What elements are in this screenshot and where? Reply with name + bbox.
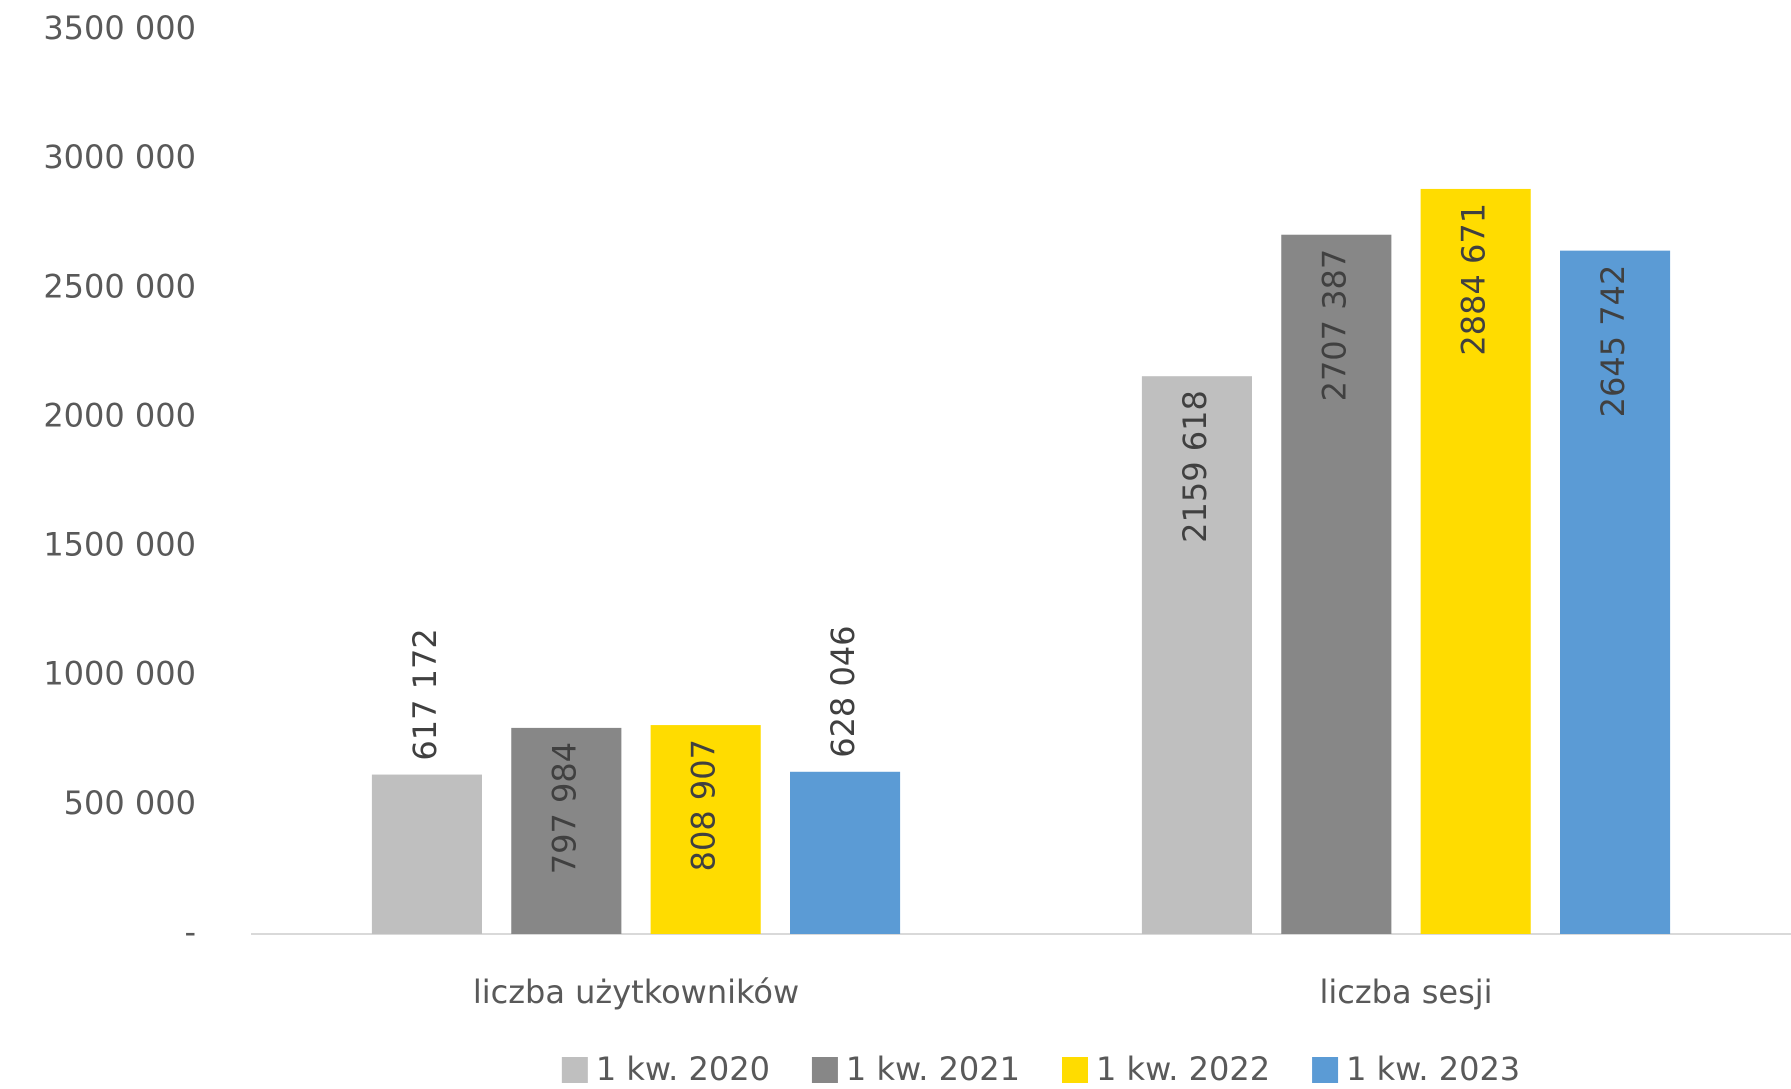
value-label: 2707 387: [1315, 249, 1353, 402]
y-tick-label: -: [184, 913, 196, 951]
bar: [650, 725, 761, 934]
x-tick-label: liczba sesji: [1319, 973, 1492, 1011]
legend-label: 1 kw. 2022: [1096, 1050, 1270, 1088]
value-label: 628 046: [824, 625, 862, 757]
bar: [1141, 376, 1252, 934]
bar: [1560, 250, 1671, 934]
value-label: 797 984: [545, 742, 583, 874]
legend-swatch: [561, 1057, 588, 1083]
bar: [511, 727, 622, 934]
value-label: 2159 618: [1176, 390, 1214, 543]
legend-label: 1 kw. 2023: [1346, 1050, 1520, 1088]
bar: [1420, 188, 1531, 935]
legend-swatch: [1062, 1057, 1088, 1083]
y-tick-label: 500 000: [64, 784, 196, 822]
y-tick-label: 3000 000: [43, 138, 196, 176]
y-tick-label: 1000 000: [43, 655, 196, 693]
x-tick-label: liczba użytkowników: [473, 973, 799, 1011]
value-label: 2645 742: [1594, 265, 1632, 418]
bar: [790, 771, 901, 934]
value-label: 2884 671: [1455, 203, 1493, 356]
y-tick-label: 3500 000: [43, 9, 196, 47]
value-label: 808 907: [685, 739, 723, 871]
legend-swatch: [811, 1057, 838, 1083]
y-tick-label: 2500 000: [43, 267, 196, 305]
bar: [371, 774, 482, 934]
y-tick-label: 1500 000: [43, 526, 196, 564]
value-label: 617 172: [406, 628, 444, 760]
legend-swatch: [1312, 1057, 1339, 1083]
bar: [1281, 234, 1392, 935]
y-tick-label: 2000 000: [43, 396, 196, 434]
legend-label: 1 kw. 2021: [846, 1050, 1020, 1088]
legend-label: 1 kw. 2020: [596, 1050, 770, 1088]
